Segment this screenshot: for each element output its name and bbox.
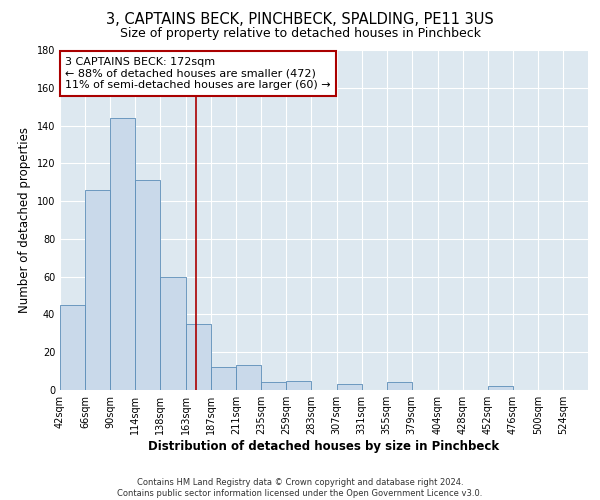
Text: Size of property relative to detached houses in Pinchbeck: Size of property relative to detached ho…	[119, 28, 481, 40]
Text: 3 CAPTAINS BECK: 172sqm
← 88% of detached houses are smaller (472)
11% of semi-d: 3 CAPTAINS BECK: 172sqm ← 88% of detache…	[65, 57, 331, 90]
Bar	[160, 276, 186, 390]
X-axis label: Distribution of detached houses by size in Pinchbeck: Distribution of detached houses by size …	[148, 440, 500, 453]
Bar	[386, 382, 412, 390]
Bar	[337, 384, 362, 390]
Bar	[211, 368, 236, 390]
Text: Contains HM Land Registry data © Crown copyright and database right 2024.
Contai: Contains HM Land Registry data © Crown c…	[118, 478, 482, 498]
Bar	[262, 382, 286, 390]
Bar	[286, 380, 311, 390]
Bar	[488, 386, 513, 390]
Bar	[186, 324, 211, 390]
Bar	[60, 305, 85, 390]
Bar	[110, 118, 135, 390]
Bar	[85, 190, 110, 390]
Bar	[236, 366, 262, 390]
Y-axis label: Number of detached properties: Number of detached properties	[18, 127, 31, 313]
Text: 3, CAPTAINS BECK, PINCHBECK, SPALDING, PE11 3US: 3, CAPTAINS BECK, PINCHBECK, SPALDING, P…	[106, 12, 494, 28]
Bar	[135, 180, 160, 390]
